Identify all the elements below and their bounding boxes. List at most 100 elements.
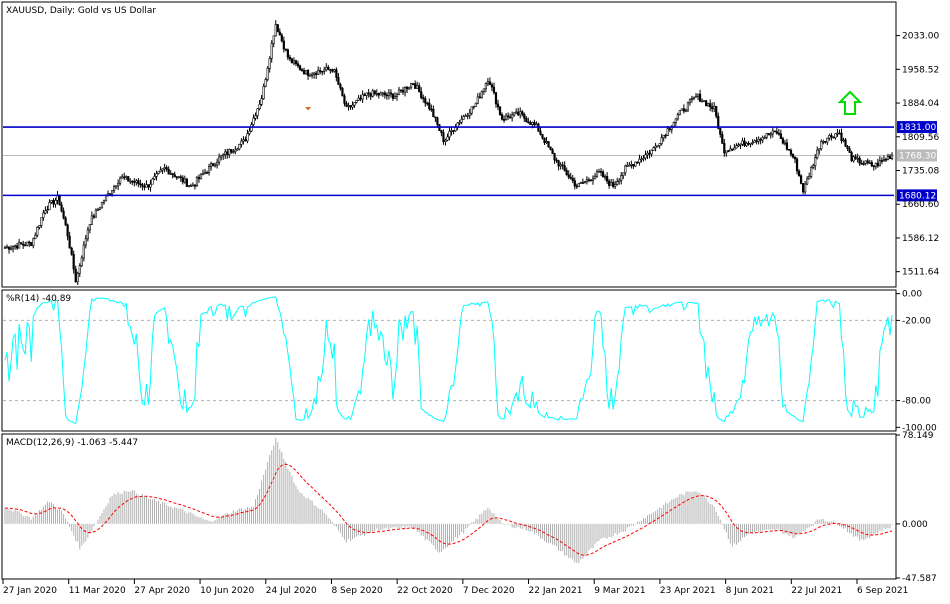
candle-body — [349, 105, 352, 108]
candle-body — [638, 158, 641, 163]
candle-body — [405, 86, 409, 90]
candle-body — [199, 173, 203, 180]
candle-body — [377, 92, 380, 96]
candle-body — [212, 163, 215, 166]
wpr-y-tick-label: -100.00 — [902, 423, 937, 433]
x-tick-label: 9 Mar 2021 — [594, 586, 645, 596]
candle-body — [735, 145, 738, 149]
candle-body — [371, 90, 374, 97]
candle-body — [785, 142, 789, 150]
candle-body — [153, 176, 156, 180]
price-y-tick-label: 1586.12 — [902, 234, 939, 244]
candle-body — [379, 92, 382, 96]
candle-body — [276, 24, 279, 33]
candle-body — [26, 241, 29, 246]
candle-body — [840, 132, 843, 141]
candle-body — [179, 176, 182, 179]
candle-body — [331, 69, 334, 72]
candle-body — [288, 56, 291, 60]
candle-body — [547, 141, 550, 148]
candle-body — [201, 173, 205, 176]
macd-y-tick-label: 0.000 — [902, 520, 928, 530]
candle-body — [874, 162, 877, 167]
candle-body — [104, 195, 108, 202]
candle-body — [644, 154, 647, 159]
candle-body — [222, 154, 225, 157]
candle-body — [385, 94, 388, 97]
candle-body — [335, 69, 338, 78]
candle-body — [177, 176, 180, 178]
candle-body — [274, 24, 277, 37]
candle-body — [133, 181, 136, 183]
candle-body — [197, 177, 201, 180]
candle-body — [232, 151, 235, 153]
candle-body — [640, 158, 643, 161]
candle-body — [711, 106, 714, 110]
candle-body — [444, 139, 447, 142]
price-y-tick-label: 1735.08 — [902, 166, 939, 176]
candle-body — [698, 93, 702, 102]
candle-body — [476, 96, 479, 104]
x-tick-label: 22 Oct 2020 — [397, 586, 453, 596]
candle-body — [440, 130, 443, 134]
candle-body — [816, 149, 819, 159]
candle-body — [224, 151, 227, 155]
candle-body — [791, 154, 795, 158]
candle-body — [872, 165, 875, 168]
candle-body — [131, 180, 134, 183]
candle-body — [446, 136, 449, 141]
candle-body — [410, 83, 413, 88]
candle-body — [375, 92, 378, 95]
candle-body — [804, 183, 807, 193]
candle-body — [36, 226, 39, 236]
candle-body — [808, 176, 811, 180]
candle-body — [434, 116, 437, 119]
candle-body — [408, 86, 411, 90]
candle-body — [634, 161, 637, 167]
candle-body — [723, 143, 726, 154]
candle-body — [401, 90, 405, 93]
candle-body — [20, 242, 23, 245]
macd-y-tick-label: 78.149 — [902, 431, 934, 441]
candle-body — [484, 83, 487, 90]
candle-body — [341, 87, 344, 97]
candle-body — [183, 178, 186, 183]
candle-body — [715, 105, 718, 117]
candle-body — [725, 150, 728, 154]
candle-body — [668, 128, 671, 130]
candle-body — [34, 234, 37, 240]
candle-body — [743, 140, 746, 146]
candle-body — [70, 247, 73, 255]
candle-body — [595, 171, 599, 177]
candle-body — [125, 176, 128, 179]
candle-body — [608, 180, 611, 186]
wpr-line — [4, 296, 893, 425]
candle-body — [868, 162, 871, 164]
candle-body — [127, 176, 130, 182]
candle-body — [369, 93, 372, 97]
candle-body — [890, 154, 894, 159]
candle-body — [789, 149, 793, 155]
candle-body — [94, 209, 98, 218]
candle-body — [513, 112, 516, 116]
candle-body — [630, 164, 633, 166]
candle-body — [678, 109, 681, 115]
candle-body — [876, 162, 879, 167]
candle-body — [654, 145, 657, 148]
candle-body — [185, 178, 188, 187]
candle-body — [773, 130, 776, 133]
candle-body — [78, 265, 81, 274]
candle-body — [500, 114, 504, 120]
candle-body — [193, 184, 197, 187]
candle-body — [442, 132, 445, 142]
candle-body — [157, 171, 160, 174]
x-axis: 27 Jan 2020 11 Mar 2020 27 Apr 2020 10 Jun … — [2, 579, 908, 596]
wpr-title: %R(14) -40.89 — [6, 294, 71, 304]
candle-body — [149, 183, 152, 188]
candle-body — [454, 127, 457, 132]
candle-body — [90, 215, 93, 225]
candle-body — [189, 185, 192, 187]
candle-body — [416, 85, 419, 89]
candle-body — [581, 182, 584, 184]
candle-body — [365, 92, 368, 96]
